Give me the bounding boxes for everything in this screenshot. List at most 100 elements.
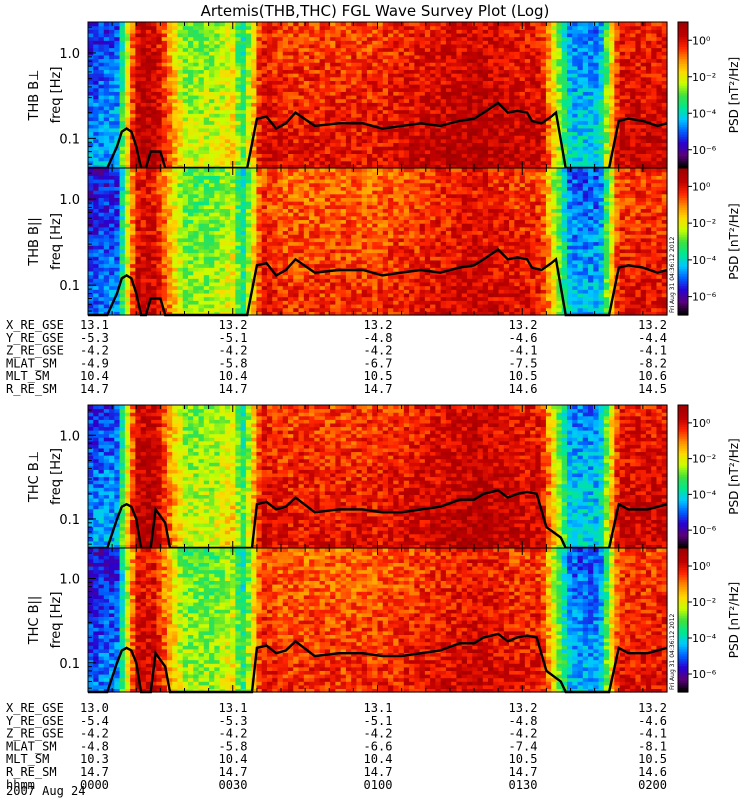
heatmap-cell <box>593 160 600 165</box>
heatmap-cell <box>124 223 131 228</box>
heatmap-cell <box>224 22 231 27</box>
heatmap-cell <box>656 120 663 125</box>
heatmap-cell <box>656 160 663 165</box>
heatmap-cell <box>203 127 210 133</box>
heatmap-cell <box>361 124 368 129</box>
heatmap-cell <box>619 36 626 41</box>
heatmap-cell <box>319 40 326 45</box>
heatmap-cell <box>209 157 215 162</box>
heatmap-cell <box>545 142 552 147</box>
heatmap-cell <box>172 36 179 41</box>
heatmap-cell <box>272 51 279 56</box>
heatmap-cell <box>524 80 531 85</box>
heatmap-cell <box>424 149 431 154</box>
heatmap-cell <box>456 84 463 89</box>
heatmap-cell <box>314 54 321 60</box>
heatmap-cell <box>530 25 537 30</box>
heatmap-cell <box>540 157 547 162</box>
heatmap-cell <box>472 87 479 92</box>
heatmap-cell <box>219 25 226 30</box>
heatmap-cell <box>109 69 115 74</box>
heatmap-cell <box>603 22 610 27</box>
heatmap-cell <box>324 109 331 114</box>
heatmap-cell <box>130 69 136 74</box>
heatmap-cell <box>582 73 589 78</box>
heatmap-cell <box>488 164 494 169</box>
heatmap-cell <box>119 289 126 294</box>
heatmap-cell <box>451 25 458 30</box>
heatmap-cell <box>598 127 605 133</box>
heatmap-cell <box>88 87 94 92</box>
heatmap-cell <box>340 91 347 96</box>
heatmap-cell <box>235 95 242 100</box>
heatmap-cell <box>314 80 321 85</box>
heatmap-cell <box>451 65 458 71</box>
heatmap-cell <box>240 153 247 158</box>
heatmap-cell <box>303 131 310 136</box>
heatmap-cell <box>556 113 563 118</box>
heatmap-cell <box>256 40 263 45</box>
heatmap-cell <box>266 146 273 151</box>
heatmap-cell <box>119 69 126 74</box>
heatmap-cell <box>124 179 131 184</box>
heatmap-cell <box>430 98 436 103</box>
heatmap-cell <box>177 164 184 169</box>
heatmap-cell <box>498 73 505 78</box>
heatmap-cell <box>140 135 147 140</box>
colorbar-step <box>678 160 688 164</box>
heatmap-cell <box>319 43 326 49</box>
heatmap-cell <box>556 120 563 125</box>
heatmap-cell <box>324 127 331 133</box>
heatmap-cell <box>198 43 205 49</box>
heatmap-cell <box>545 76 552 81</box>
heatmap-cell <box>98 274 105 279</box>
heatmap-cell <box>524 146 531 151</box>
heatmap-cell <box>103 22 110 27</box>
heatmap-cell <box>324 146 331 151</box>
heatmap-cell <box>356 149 363 154</box>
heatmap-cell <box>435 146 442 151</box>
heatmap-cell <box>135 248 142 254</box>
heatmap-cell <box>93 127 100 133</box>
heatmap-cell <box>440 91 447 96</box>
heatmap-cell <box>88 208 94 213</box>
heatmap-cell <box>119 76 126 81</box>
heatmap-cell <box>124 307 131 312</box>
heatmap-cell <box>156 91 163 96</box>
heatmap-cell <box>240 164 247 169</box>
heatmap-cell <box>640 116 647 122</box>
heatmap-cell <box>403 98 410 103</box>
heatmap-cell <box>372 98 379 103</box>
heatmap-cell <box>135 226 142 232</box>
heatmap-cell <box>203 73 210 78</box>
heatmap-cell <box>161 102 168 107</box>
heatmap-cell <box>640 91 647 96</box>
heatmap-cell <box>572 73 579 78</box>
heatmap-cell <box>361 153 368 158</box>
heatmap-cell <box>645 69 652 74</box>
heatmap-cell <box>577 40 584 45</box>
heatmap-cell <box>203 157 210 162</box>
heatmap-cell <box>156 47 163 52</box>
heatmap-cell <box>445 142 452 147</box>
heatmap-cell <box>103 252 110 257</box>
heatmap-cell <box>119 256 126 261</box>
heatmap-cell <box>556 102 563 107</box>
heatmap-cell <box>377 142 384 147</box>
heatmap-cell <box>135 168 142 173</box>
heatmap-cell <box>598 157 605 162</box>
heatmap-cell <box>324 43 331 49</box>
heatmap-cell <box>251 80 258 85</box>
colorbar-step <box>678 131 688 135</box>
heatmap-cell <box>330 157 336 162</box>
heatmap-cell <box>514 91 521 96</box>
heatmap-cell <box>151 84 158 89</box>
heatmap-cell <box>109 102 115 107</box>
heatmap-cell <box>93 223 100 228</box>
spectrogram-cells <box>88 168 668 316</box>
heatmap-cell <box>130 87 136 92</box>
heatmap-cell <box>651 80 658 85</box>
heatmap-cell <box>645 138 652 144</box>
heatmap-cell <box>477 69 484 74</box>
heatmap-cell <box>398 25 405 30</box>
